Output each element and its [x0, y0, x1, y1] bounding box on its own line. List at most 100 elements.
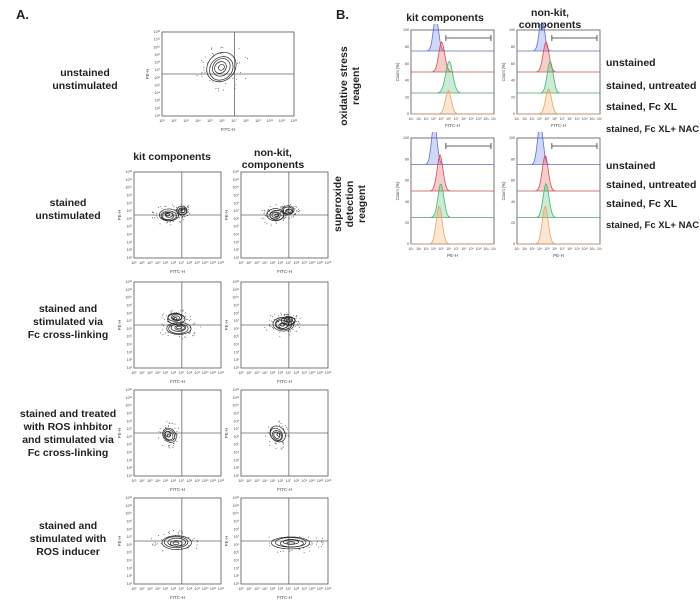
- x-tick-label: 10³: [530, 117, 536, 121]
- outlier-dot: [285, 216, 287, 218]
- y-tick-label: 10¹⁰: [125, 186, 132, 190]
- x-tick-label: 10⁸: [567, 117, 573, 121]
- outlier-dot: [269, 441, 271, 442]
- outlier-dot: [278, 315, 280, 317]
- y-tick-label: 10⁶: [234, 543, 240, 547]
- y-tick-label: 10⁴: [126, 343, 132, 347]
- outlier-dot: [281, 426, 283, 427]
- outlier-dot: [173, 206, 175, 208]
- outlier-dot: [289, 325, 291, 326]
- y-tick-label: 10⁵: [127, 335, 133, 339]
- col-header-kit-b: kit components: [406, 12, 484, 24]
- outlier-dot: [180, 320, 181, 322]
- x-tick-label: 10⁸: [461, 247, 467, 251]
- outlier-dot: [294, 208, 296, 210]
- outlier-dot: [190, 330, 191, 332]
- outlier-dot: [188, 319, 190, 321]
- x-tick-label: 10⁶: [278, 371, 284, 375]
- outlier-dot: [184, 216, 186, 218]
- x-tick-label: 10⁷: [454, 117, 460, 121]
- x-tick-label: 10³: [147, 479, 153, 483]
- outlier-dot: [181, 533, 183, 535]
- contour-group: [196, 46, 248, 92]
- outlier-dot: [189, 331, 191, 333]
- outlier-dot: [298, 210, 300, 212]
- y-tick-label: 10¹⁰: [232, 296, 239, 300]
- outlier-dot: [289, 325, 291, 327]
- y-tick-label: 10⁹: [126, 303, 132, 307]
- x-tick-label: 10⁷: [286, 371, 292, 375]
- y-tick-label: 10⁸: [126, 311, 132, 315]
- outlier-dot: [164, 205, 166, 207]
- x-tick-label: 10⁵: [163, 371, 169, 375]
- outlier-dot: [270, 435, 272, 437]
- outlier-dot: [179, 214, 180, 216]
- x-tick-label: 10¹: [238, 479, 244, 483]
- y-tick-label: 10¹¹: [126, 504, 133, 508]
- x-tick-label: 10¹⁰: [582, 247, 589, 251]
- outlier-dot: [219, 81, 221, 83]
- y-tick-label: 10⁸: [233, 527, 239, 531]
- outlier-dot: [169, 533, 170, 534]
- outlier-dot: [173, 323, 175, 325]
- x-axis-title: FITC-H: [221, 127, 236, 132]
- contour-ring: [168, 323, 189, 334]
- x-tick-label: 10⁴: [262, 261, 268, 265]
- outlier-dot: [274, 313, 276, 315]
- outlier-dot: [178, 311, 180, 313]
- outlier-dot: [295, 330, 297, 332]
- outlier-dot: [173, 209, 175, 211]
- y-axis-title: PE-H: [145, 69, 150, 80]
- x-tick-label: 10⁵: [270, 587, 276, 591]
- outlier-dot: [293, 206, 295, 208]
- y-tick-label: 10⁴: [126, 233, 132, 237]
- y-tick-label: 0: [513, 242, 515, 246]
- outlier-dot: [264, 326, 266, 328]
- outlier-dot: [161, 323, 163, 325]
- outlier-dot: [189, 327, 191, 329]
- outlier-dot: [174, 535, 176, 536]
- outlier-dot: [160, 542, 162, 544]
- outlier-dot: [283, 431, 285, 432]
- y-tick-label: 10¹¹: [126, 396, 133, 400]
- outlier-dot: [171, 310, 173, 312]
- outlier-dot: [188, 208, 190, 210]
- y-tick-label: 10⁶: [127, 435, 133, 439]
- outlier-dot: [276, 321, 278, 323]
- outlier-dot: [232, 77, 234, 79]
- outlier-dot: [209, 79, 211, 81]
- outlier-dot: [283, 215, 285, 217]
- outlier-dot: [180, 221, 182, 223]
- outlier-dot: [180, 310, 182, 312]
- x-tick-label: 10⁶: [171, 587, 177, 591]
- contour-ring: [162, 427, 177, 443]
- outlier-dot: [289, 217, 290, 219]
- outlier-dot: [184, 318, 186, 320]
- outlier-dot: [169, 325, 171, 326]
- x-tick-label: 10⁶: [278, 587, 284, 591]
- y-axis-title: PE-H: [224, 210, 229, 221]
- outlier-dot: [247, 57, 248, 59]
- outlier-dot: [162, 329, 164, 331]
- outlier-dot: [157, 207, 159, 209]
- x-tick-label: 10³: [254, 479, 260, 483]
- x-tick-label: 10²: [171, 119, 177, 123]
- outlier-dot: [211, 48, 212, 50]
- outlier-dot: [193, 537, 195, 539]
- y-tick-label: 10⁵: [234, 225, 240, 229]
- outlier-dot: [271, 327, 273, 328]
- outlier-dot: [177, 212, 179, 214]
- outlier-dot: [165, 222, 167, 224]
- y-tick-label: 20: [511, 95, 515, 99]
- outlier-dot: [316, 543, 318, 545]
- outlier-dot: [245, 78, 246, 79]
- outlier-dot: [162, 444, 164, 446]
- y-tick-label: 10⁵: [127, 551, 133, 555]
- outlier-dot: [277, 551, 278, 553]
- contour-plot-unstained: 10¹ 10² 10³ 10⁴ 10⁵ 10⁶ 10⁷ 10⁸ 10⁹ 10¹⁰ 10¹¹ 10¹² 1…: [145, 30, 298, 132]
- row-label-unstained: unstained unstimulated: [52, 67, 118, 92]
- x-tick-label: 10¹: [131, 587, 137, 591]
- x-tick-label: 10¹¹: [210, 261, 217, 265]
- outlier-dot: [182, 309, 184, 311]
- outlier-dot: [172, 204, 174, 206]
